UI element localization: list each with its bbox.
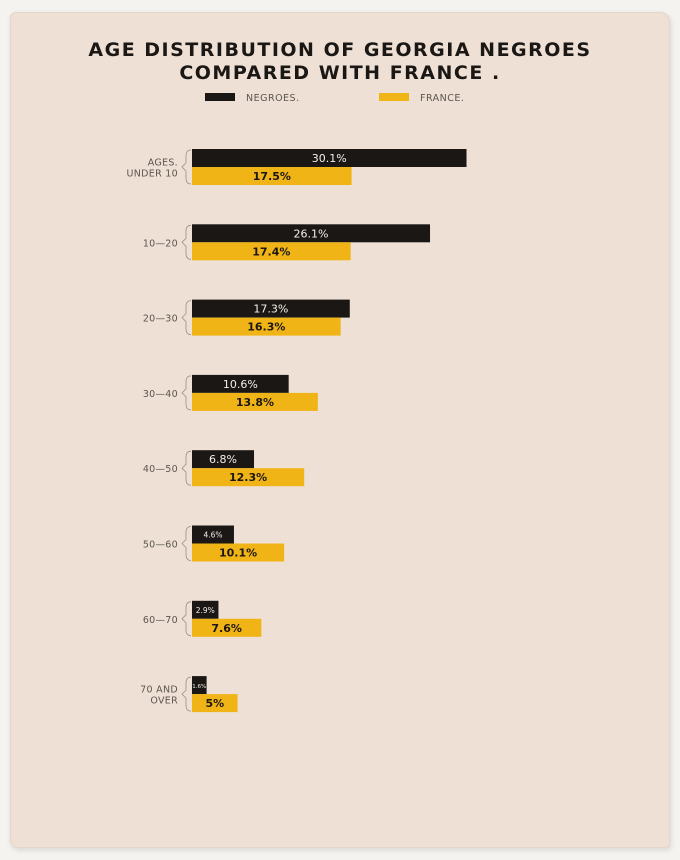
bar-france	[192, 618, 262, 637]
row-bracket	[181, 224, 192, 260]
bar-negroes	[192, 676, 207, 695]
bar-label-negroes: 4.6%	[203, 531, 222, 540]
chart-title-line-2: COMPARED WITH FRANCE .	[179, 62, 501, 84]
row-bracket	[181, 676, 192, 712]
bar-label-france: 5%	[205, 697, 224, 710]
row-bracket	[181, 601, 192, 637]
bar-france	[192, 167, 352, 185]
bar-france	[192, 468, 305, 487]
bar-france	[192, 543, 285, 562]
bar-negroes	[192, 224, 431, 243]
category-label: 10—20	[143, 238, 178, 249]
category-label: 60—70	[143, 615, 178, 626]
bar-france	[192, 242, 351, 261]
bar-negroes	[192, 525, 234, 544]
bar-label-negroes: 30.1%	[312, 152, 347, 165]
category-label: 30—40	[143, 389, 178, 400]
row-bracket	[181, 300, 192, 335]
chart-title-line-1: AGE DISTRIBUTION OF GEORGIA NEGROES	[88, 39, 592, 61]
bar-label-france: 13.8%	[236, 396, 274, 409]
bar-label-france: 7.6%	[211, 622, 242, 635]
bar-label-negroes: 17.3%	[253, 303, 288, 316]
bar-negroes	[192, 450, 255, 469]
bar-label-negroes: 26.1%	[294, 227, 329, 240]
category-label: 20—30	[143, 314, 178, 325]
bar-negroes	[192, 149, 467, 167]
bar-label-negroes: 1.6%	[192, 684, 206, 690]
category-label: UNDER 10	[127, 169, 179, 180]
category-label: 70 AND	[140, 685, 178, 696]
category-label: AGES.	[148, 158, 178, 169]
bar-label-negroes: 6.8%	[209, 453, 237, 466]
legend-swatch-negroes	[205, 93, 235, 101]
category-label: 40—50	[143, 464, 178, 475]
bar-label-france: 12.3%	[229, 471, 267, 484]
row-bracket	[181, 526, 192, 561]
row-bracket	[181, 149, 192, 185]
bar-france	[192, 317, 341, 336]
bar-negroes	[192, 299, 350, 318]
bar-france	[192, 694, 238, 713]
bar-negroes	[192, 600, 219, 619]
category-label: OVER	[150, 696, 178, 707]
bar-label-france: 10.1%	[219, 547, 257, 560]
bar-label-france: 16.3%	[247, 321, 285, 334]
row-bracket	[181, 375, 192, 411]
bar-negroes	[192, 374, 289, 393]
bar-label-france: 17.4%	[252, 245, 290, 258]
bar-label-france: 17.5%	[253, 170, 291, 183]
legend-label-france: FRANCE.	[420, 93, 464, 104]
bar-label-negroes: 10.6%	[223, 378, 258, 391]
legend-label-negroes: NEGROES.	[246, 93, 300, 104]
row-bracket	[181, 450, 192, 486]
category-label: 50—60	[143, 540, 178, 551]
bar-label-negroes: 2.9%	[196, 606, 215, 615]
legend-swatch-france	[379, 93, 409, 101]
bar-france	[192, 392, 318, 411]
